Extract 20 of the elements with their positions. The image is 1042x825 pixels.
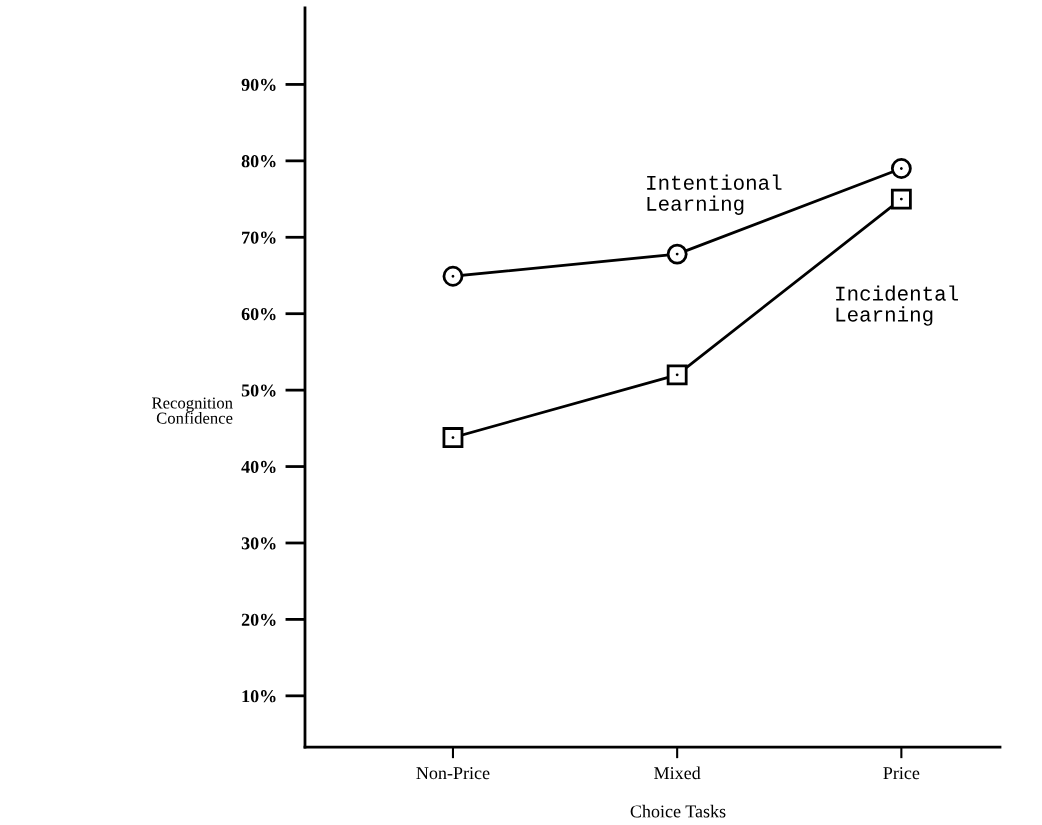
y-tick-label: 90% [241, 78, 276, 91]
series-label: Intentional Learning [647, 174, 782, 215]
y-tick-label: 50% [241, 384, 276, 397]
point [442, 427, 464, 448]
y-tick-label: 80% [241, 155, 276, 168]
y-tick-label: 40% [241, 460, 276, 474]
point [890, 188, 912, 210]
x-tick-label: Price [883, 767, 920, 780]
point [890, 158, 912, 179]
point [442, 265, 464, 287]
series-label: Incidental Learning [836, 285, 958, 326]
y-tick-label: 60% [241, 307, 276, 321]
y-axis-title: Recognition Confidence [152, 397, 233, 424]
y-tick-label: 30% [241, 537, 276, 550]
x-axis-title: Choice Tasks [630, 804, 726, 818]
y-tick-label: 70% [242, 231, 276, 244]
x-tick-label: Non-Price [416, 767, 490, 780]
y-tick-label: 20% [241, 613, 276, 626]
x-tick-label: Mixed [654, 766, 701, 780]
y-tick-label: 10% [242, 690, 276, 703]
